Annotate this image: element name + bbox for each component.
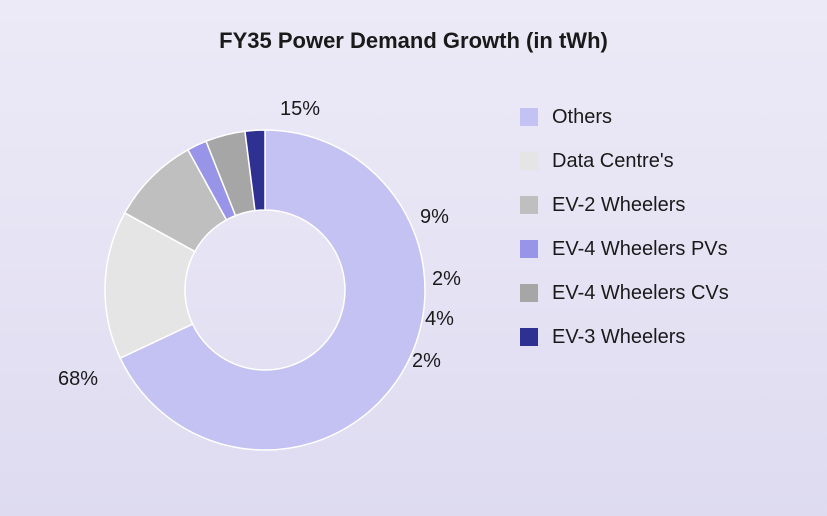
legend-swatch [520, 240, 538, 258]
pct-label: 68% [58, 368, 98, 391]
legend-swatch [520, 108, 538, 126]
legend-swatch [520, 196, 538, 214]
pct-label: 2% [432, 268, 461, 291]
legend-item: EV-2 Wheelers [520, 196, 729, 214]
legend-label: EV-2 Wheelers [552, 194, 685, 217]
legend-item: EV-4 Wheelers CVs [520, 284, 729, 302]
legend-label: Data Centre's [552, 150, 674, 173]
legend-item: Data Centre's [520, 152, 729, 170]
legend: Others Data Centre's EV-2 Wheelers EV-4 Whe… [520, 108, 729, 346]
legend-item: EV-3 Wheelers [520, 328, 729, 346]
legend-item: EV-4 Wheelers PVs [520, 240, 729, 258]
legend-label: EV-4 Wheelers CVs [552, 282, 729, 305]
pct-label: 2% [412, 350, 441, 373]
legend-label: EV-3 Wheelers [552, 326, 685, 349]
legend-swatch [520, 284, 538, 302]
legend-swatch [520, 328, 538, 346]
legend-label: Others [552, 106, 612, 129]
legend-item: Others [520, 108, 729, 126]
chart-stage: FY35 Power Demand Growth (in tWh) 68%15%… [0, 0, 827, 516]
legend-swatch [520, 152, 538, 170]
legend-label: EV-4 Wheelers PVs [552, 238, 728, 261]
pct-label: 4% [425, 308, 454, 331]
pct-label: 9% [420, 206, 449, 229]
pct-label: 15% [280, 98, 320, 121]
